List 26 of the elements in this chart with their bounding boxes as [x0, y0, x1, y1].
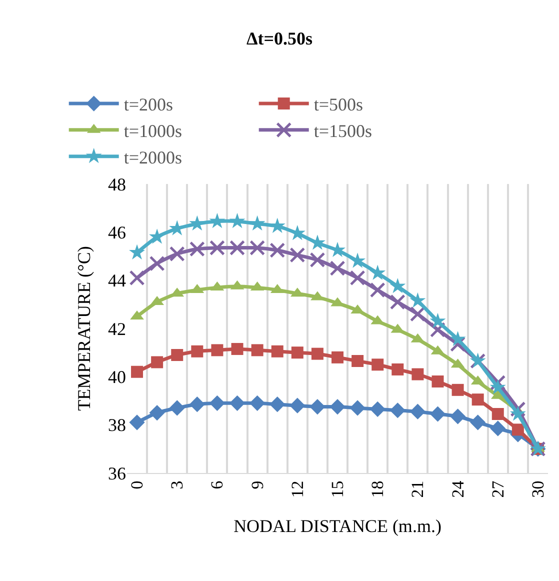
y-tick-label: 42: [108, 318, 126, 339]
x-tick-label: 18: [368, 480, 388, 498]
x-tick-label: 0: [128, 480, 147, 490]
x-tick-label: 9: [248, 480, 267, 490]
legend-label: t=200s: [124, 94, 174, 115]
x-tick-label: 24: [448, 480, 468, 498]
x-axis-title: NODAL DISTANCE (m.m.): [234, 516, 442, 536]
y-tick-label: 46: [108, 222, 126, 242]
legend-label: t=1500s: [314, 120, 372, 141]
y-tick-label: 36: [108, 463, 126, 484]
y-tick-label: 38: [108, 415, 126, 436]
legend-label: t=1000s: [124, 120, 182, 141]
legend-label: t=500s: [314, 94, 364, 115]
y-tick-label: 44: [108, 270, 126, 291]
x-tick-label: 3: [168, 480, 187, 490]
x-tick-label: 21: [408, 480, 428, 498]
x-tick-label: 12: [288, 480, 307, 498]
x-tick-label: 15: [328, 480, 348, 498]
x-tick-label: 27: [488, 480, 508, 498]
y-axis-title: TEMPERATURE (°C): [74, 246, 94, 411]
chart-title: Δt=0.50s: [246, 28, 313, 49]
x-tick-label: 6: [208, 480, 227, 490]
y-tick-label: 40: [108, 366, 126, 387]
x-tick-label: 30: [528, 480, 548, 498]
legend-label: t=2000s: [124, 147, 182, 168]
y-tick-label: 48: [108, 174, 126, 194]
